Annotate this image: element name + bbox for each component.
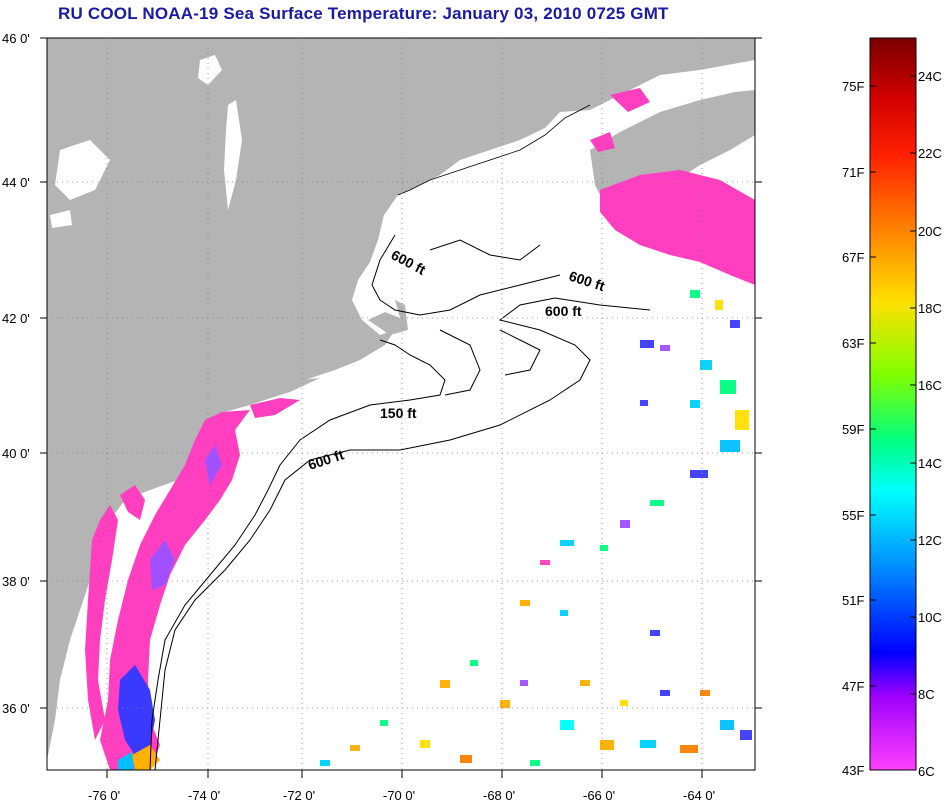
colorbar-c-label: 22C — [918, 146, 942, 161]
colorbar-c-label: 14C — [918, 456, 942, 471]
bay-delaware — [120, 485, 145, 520]
lon-label: -68 0' — [483, 788, 515, 803]
map-ticks — [40, 37, 762, 778]
sst-warm-cape — [118, 665, 155, 760]
map-grid — [47, 38, 755, 770]
colorbar-c-label: 12C — [918, 533, 942, 548]
sst-scatter — [320, 290, 752, 766]
lon-label: -70 0' — [383, 788, 415, 803]
contour-label: 600 ft — [545, 303, 582, 319]
colorbar-f-label: 59F — [842, 422, 864, 437]
colorbar-ticks — [870, 75, 916, 695]
land-long-island — [232, 378, 320, 404]
chart-title: RU COOL NOAA-19 Sea Surface Temperature:… — [58, 4, 669, 23]
colorbar-f-label: 67F — [842, 250, 864, 265]
colorbar-f-label: 63F — [842, 336, 864, 351]
colorbar-c-label: 10C — [918, 610, 942, 625]
colorbar-f-label: 51F — [842, 593, 864, 608]
contour-label: 150 ft — [380, 405, 417, 421]
lon-label: -66 0' — [583, 788, 615, 803]
lon-label: -72 0' — [283, 788, 315, 803]
colorbar-c-label: 24C — [918, 69, 942, 84]
contour-600ft-shelf — [154, 297, 651, 770]
lat-label: 36 0' — [2, 701, 30, 716]
colorbar-f-label: 71F — [842, 165, 864, 180]
land-cape-cod — [368, 300, 408, 335]
lat-label: 40 0' — [2, 446, 30, 461]
bay-chesapeake — [85, 505, 118, 740]
land-mainland — [47, 38, 755, 760]
colorbar-c-label: 20C — [918, 224, 942, 239]
colorbar-f-label: 43F — [842, 763, 864, 778]
colorbar-f-label: 47F — [842, 679, 864, 694]
map-frame — [46, 37, 756, 771]
lat-label: 44 0' — [2, 175, 30, 190]
lon-label: -64 0' — [683, 788, 715, 803]
lon-label: -76 0' — [88, 788, 120, 803]
colorbar-c-label: 6C — [918, 764, 935, 779]
colorbar-c-label: 16C — [918, 378, 942, 393]
contour-600ft-gulf — [371, 234, 561, 316]
colorbar: 75F 71F 67F 63F 59F 55F 51F 47F 43F 24C … — [842, 37, 942, 779]
lat-label: 42 0' — [2, 311, 30, 326]
lon-label: -74 0' — [188, 788, 220, 803]
colorbar-f-label: 55F — [842, 508, 864, 523]
colorbar-c-label: 8C — [918, 687, 935, 702]
colorbar-c-label: 18C — [918, 301, 942, 316]
sst-cold-scotian — [600, 170, 755, 285]
colorbar-f-label: 75F — [842, 79, 864, 94]
lat-label: 46 0' — [2, 31, 30, 46]
contour-150ft — [149, 339, 446, 770]
lat-label: 38 0' — [2, 574, 30, 589]
colorbar-gradient — [869, 37, 917, 771]
